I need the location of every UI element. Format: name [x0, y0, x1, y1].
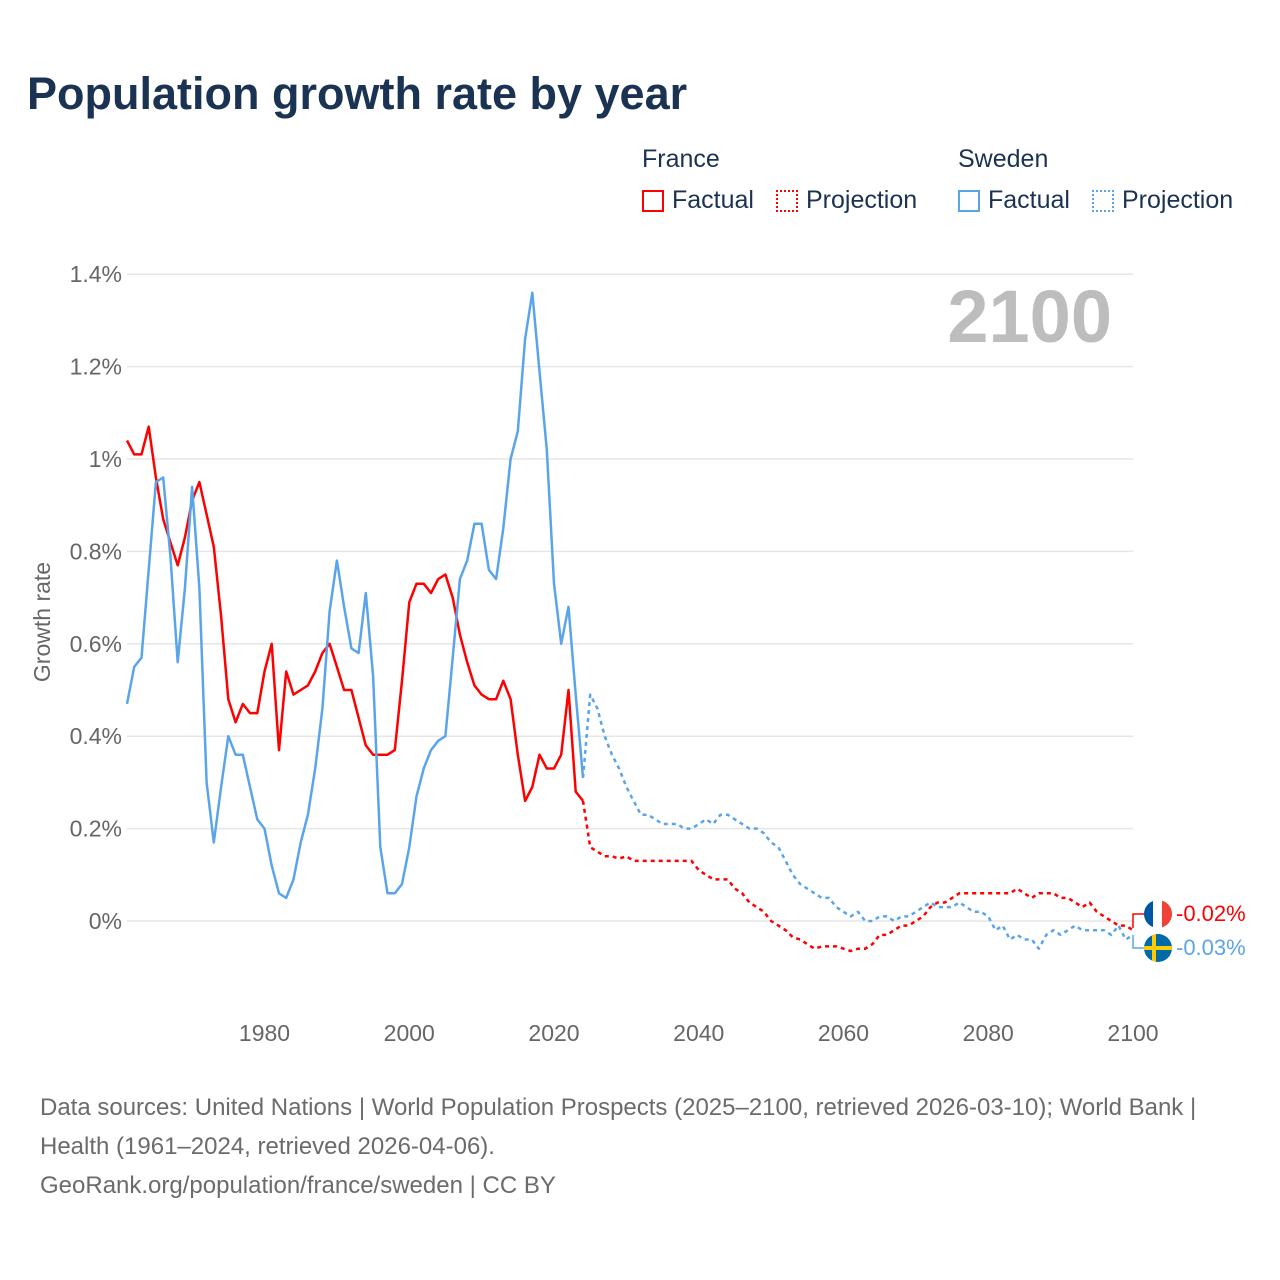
sweden-flag-icon: [1144, 934, 1172, 962]
current-year-label: 2100: [947, 275, 1112, 358]
legend-label: Factual: [988, 186, 1070, 214]
legend-label: Factual: [672, 186, 754, 214]
x-tick-label: 2040: [673, 1020, 724, 1046]
sweden-factual-line: [125, 291, 585, 900]
y-tick-label: 0.4%: [70, 723, 122, 749]
page-title: Population growth rate by year: [27, 68, 688, 119]
legend-swatch-dotted: [1092, 189, 1114, 212]
legend-france-projection[interactable]: Projection: [776, 186, 917, 215]
france-flag-icon: [1144, 900, 1172, 928]
y-tick-label: 0.6%: [70, 631, 122, 657]
legend-sweden-factual[interactable]: Factual: [958, 186, 1070, 215]
legend-label: Projection: [1122, 186, 1234, 214]
y-tick-label: 1%: [89, 446, 122, 472]
y-tick-label: 0%: [89, 908, 122, 934]
footer: Data sources: United Nations | World Pop…: [40, 1088, 1240, 1205]
france-factual-line: [125, 425, 584, 803]
sweden-projection-line: [581, 693, 1134, 950]
x-tick-label: 2080: [963, 1020, 1014, 1046]
france-projection-line: [581, 800, 1134, 953]
legend-group-france: France: [642, 145, 720, 173]
legend-swatch-solid: [958, 189, 980, 212]
x-tick-label: 2100: [1107, 1020, 1158, 1046]
y-axis-label: Growth rate: [29, 562, 55, 682]
sweden-end-marker: -0.03%: [1132, 934, 1246, 962]
legend-sweden-projection[interactable]: Projection: [1092, 186, 1233, 215]
france-end-marker: -0.02%: [1132, 900, 1246, 928]
data-sources: Data sources: United Nations | World Pop…: [40, 1094, 1197, 1160]
x-tick-label: 2000: [384, 1020, 435, 1046]
x-tick-label: 1980: [239, 1020, 290, 1046]
y-tick-label: 1.2%: [70, 354, 122, 380]
credit-link[interactable]: GeoRank.org/population/france/sweden | C…: [40, 1172, 556, 1199]
legend-swatch-dotted: [776, 189, 798, 212]
legend-swatch-solid: [642, 189, 664, 212]
x-tick-label: 2020: [528, 1020, 579, 1046]
y-tick-label: 0.2%: [70, 816, 122, 842]
legend-label: Projection: [806, 186, 918, 214]
legend-group-sweden: Sweden: [958, 145, 1049, 173]
legend-france-factual[interactable]: Factual: [642, 186, 754, 215]
france-end-value: -0.02%: [1176, 901, 1246, 926]
sweden-end-value: -0.03%: [1176, 935, 1246, 960]
plot-area: 0% 0.2% 0.4% 0.6% 0.8% 1% 1.2% 1.4% 1980 2000 2020…: [29, 261, 1246, 1046]
y-tick-label: 0.8%: [70, 538, 122, 564]
y-tick-label: 1.4%: [70, 261, 122, 287]
x-tick-label: 2060: [818, 1020, 869, 1046]
